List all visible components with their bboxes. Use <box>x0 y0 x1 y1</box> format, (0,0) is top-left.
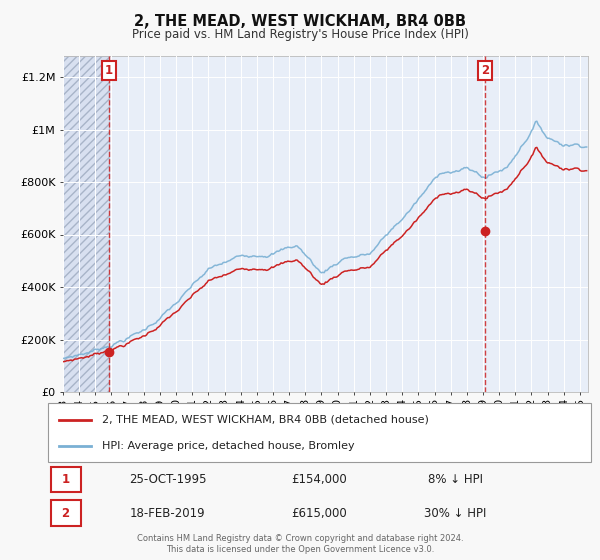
FancyBboxPatch shape <box>48 403 591 462</box>
Text: 2, THE MEAD, WEST WICKHAM, BR4 0BB (detached house): 2, THE MEAD, WEST WICKHAM, BR4 0BB (deta… <box>103 414 429 424</box>
Text: 30% ↓ HPI: 30% ↓ HPI <box>424 507 487 520</box>
FancyBboxPatch shape <box>51 500 80 526</box>
Text: £154,000: £154,000 <box>292 473 347 486</box>
Text: Price paid vs. HM Land Registry's House Price Index (HPI): Price paid vs. HM Land Registry's House … <box>131 28 469 41</box>
FancyBboxPatch shape <box>51 466 80 492</box>
Text: 1: 1 <box>104 64 113 77</box>
Bar <box>63 56 109 392</box>
Bar <box>63 56 109 392</box>
Text: This data is licensed under the Open Government Licence v3.0.: This data is licensed under the Open Gov… <box>166 545 434 554</box>
Text: £615,000: £615,000 <box>292 507 347 520</box>
Text: 8% ↓ HPI: 8% ↓ HPI <box>428 473 483 486</box>
Text: HPI: Average price, detached house, Bromley: HPI: Average price, detached house, Brom… <box>103 441 355 451</box>
Text: 25-OCT-1995: 25-OCT-1995 <box>129 473 206 486</box>
Text: Contains HM Land Registry data © Crown copyright and database right 2024.: Contains HM Land Registry data © Crown c… <box>137 534 463 543</box>
Text: 18-FEB-2019: 18-FEB-2019 <box>130 507 205 520</box>
Text: 2: 2 <box>61 507 70 520</box>
Text: 2: 2 <box>481 64 489 77</box>
Text: 2, THE MEAD, WEST WICKHAM, BR4 0BB: 2, THE MEAD, WEST WICKHAM, BR4 0BB <box>134 14 466 29</box>
Text: 1: 1 <box>61 473 70 486</box>
